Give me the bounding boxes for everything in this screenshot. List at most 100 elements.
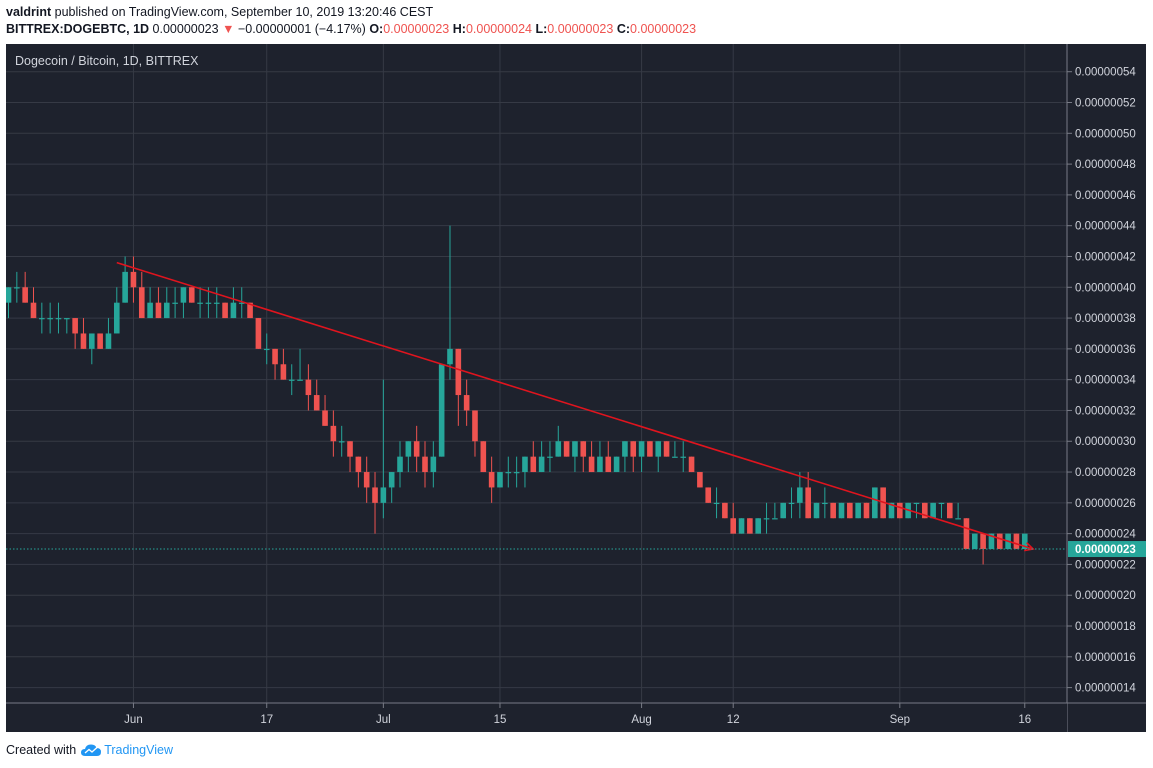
candle-body — [338, 441, 345, 443]
candle-body — [772, 518, 778, 520]
author-name[interactable]: valdrint — [6, 5, 52, 19]
y-tick-label: 0.00000044 — [1075, 221, 1136, 233]
candle-body — [538, 456, 545, 473]
candle — [971, 533, 978, 550]
candle — [713, 487, 720, 519]
candle — [538, 441, 545, 473]
candle-body — [255, 318, 262, 349]
candle — [363, 456, 370, 503]
price-change: −0.00000001 (−4.17%) — [237, 22, 366, 36]
grid-lines — [6, 44, 1067, 703]
candle — [422, 441, 428, 488]
candle-body — [105, 333, 112, 349]
candle — [280, 348, 287, 380]
candle-body — [180, 287, 187, 303]
candle — [763, 502, 770, 534]
candle-body — [813, 502, 820, 519]
candle — [663, 441, 670, 457]
candle-body — [655, 441, 662, 457]
candle-body — [155, 302, 162, 319]
candle-body — [347, 441, 353, 457]
candle-body — [638, 441, 645, 457]
arrow-head-icon — [1024, 542, 1035, 552]
candle-body — [422, 456, 428, 473]
candle — [955, 502, 961, 520]
candle — [522, 456, 528, 488]
candle — [80, 318, 87, 349]
candles — [6, 225, 1028, 565]
y-tick-label: 0.00000034 — [1075, 375, 1136, 387]
candle-body — [1021, 533, 1028, 550]
price-chart[interactable]: 0.00000054 0.00000052 0.00000050 0.00000048… — [6, 44, 1146, 732]
candle — [155, 287, 162, 319]
candle-body — [555, 441, 562, 457]
candle-body — [463, 395, 470, 411]
candle — [638, 441, 645, 473]
candle-body — [147, 302, 153, 319]
x-tick-label: Sep — [890, 714, 910, 726]
candle-body — [980, 533, 986, 550]
candle — [205, 287, 212, 319]
candle-body — [797, 487, 803, 503]
time-scale[interactable] — [6, 703, 1067, 732]
candle-body — [580, 441, 587, 457]
candle — [547, 441, 553, 473]
candle-body — [288, 379, 295, 381]
candle-body — [363, 472, 370, 488]
trendline-segment — [116, 261, 1034, 550]
tradingview-logo[interactable]: TradingView — [80, 743, 173, 757]
candle — [822, 487, 828, 519]
candle — [630, 441, 637, 473]
candle — [530, 441, 537, 473]
y-tick-label: 0.00000014 — [1075, 683, 1136, 695]
candle — [588, 441, 595, 473]
y-tick-label: 0.00000050 — [1075, 128, 1136, 140]
last-price: 0.00000023 — [152, 22, 219, 36]
candle-body — [863, 502, 870, 519]
y-tick-label: 0.00000054 — [1075, 67, 1136, 79]
candle — [55, 302, 62, 334]
candle — [172, 287, 178, 319]
candle — [838, 502, 845, 519]
candle-body — [630, 441, 637, 457]
candle-body — [380, 487, 387, 503]
candle-body — [230, 302, 237, 319]
candle — [488, 456, 495, 503]
candle — [372, 472, 378, 534]
candle — [605, 441, 612, 473]
candle-body — [297, 379, 303, 381]
candle — [697, 472, 703, 488]
price-scale[interactable] — [1067, 44, 1146, 732]
chart-background — [6, 44, 1146, 732]
trendline[interactable] — [116, 261, 1035, 552]
candle — [97, 333, 103, 349]
close-value: 0.00000023 — [630, 22, 697, 36]
candle — [855, 502, 861, 519]
candle — [813, 502, 820, 519]
x-tick-label: 16 — [1018, 714, 1031, 726]
candle-body — [946, 502, 953, 519]
candle-body — [963, 518, 970, 550]
candle — [938, 502, 945, 519]
candle — [14, 271, 20, 303]
candle-body — [547, 456, 553, 458]
y-tick-label: 0.00000048 — [1075, 159, 1136, 171]
y-tick-label: 0.00000030 — [1075, 436, 1136, 448]
candle — [272, 348, 278, 380]
candle-body — [6, 287, 12, 303]
y-tick-label: 0.00000024 — [1075, 529, 1136, 541]
candle-body — [213, 302, 220, 304]
candle — [622, 441, 628, 473]
candle — [238, 287, 245, 319]
candle-body — [355, 456, 362, 473]
candle-body — [613, 456, 620, 473]
candle — [580, 441, 587, 473]
candle-body — [280, 364, 287, 380]
candle-body — [830, 502, 836, 519]
candle-body — [172, 302, 178, 304]
y-tick-label: 0.00000022 — [1075, 559, 1136, 571]
candle-body — [755, 518, 761, 534]
symbol-label: BITTREX:DOGEBTC, 1D — [6, 22, 150, 36]
candle — [805, 472, 811, 519]
candle-body — [197, 302, 203, 304]
